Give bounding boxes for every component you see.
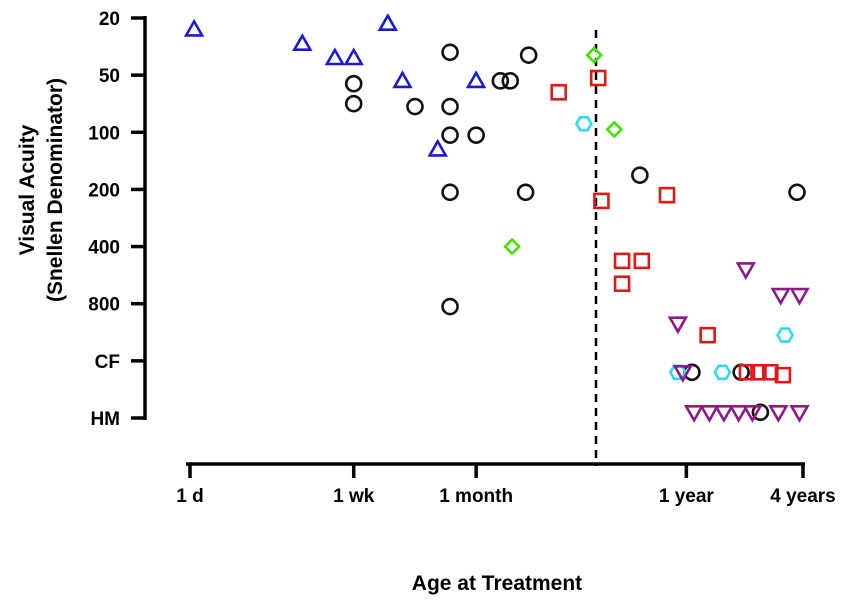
red-squares-point xyxy=(750,363,767,381)
blue-triangles-point xyxy=(343,47,364,66)
purple-triangles-point xyxy=(768,404,789,423)
cyan-hexagons-point xyxy=(574,115,593,132)
green-diamonds-point xyxy=(585,46,604,64)
y-tick-label: 100 xyxy=(88,123,120,144)
purple-triangles-point xyxy=(789,287,810,306)
black-circles-point xyxy=(631,166,649,184)
y-tick-label: 20 xyxy=(99,9,120,30)
purple-triangles-point xyxy=(699,404,720,423)
black-circles-point xyxy=(441,183,459,202)
red-squares-point xyxy=(738,363,756,381)
black-circles-point xyxy=(441,126,459,144)
red-squares-point xyxy=(774,366,792,384)
purple-triangles-point xyxy=(672,364,694,383)
blue-triangles-point xyxy=(427,138,448,157)
blue-triangles-point xyxy=(465,70,487,89)
purple-triangles-point xyxy=(667,316,689,335)
blue-triangles-point xyxy=(392,70,413,89)
cyan-hexagons-point xyxy=(776,327,795,343)
black-circles-point xyxy=(467,126,485,144)
black-circles-point xyxy=(519,46,538,64)
y-axis-title-line2: (Snellen Denominator) xyxy=(44,78,67,302)
green-diamonds-point xyxy=(503,237,521,256)
red-squares-point xyxy=(593,192,610,210)
x-tick-label: 1 year xyxy=(659,486,715,507)
y-tick-label: CF xyxy=(95,352,120,373)
blue-triangles-point xyxy=(292,33,313,52)
red-squares-point xyxy=(613,275,631,293)
red-squares-point xyxy=(550,83,567,101)
purple-triangles-point xyxy=(770,287,791,306)
purple-triangles-point xyxy=(713,404,735,423)
black-circles-point xyxy=(501,72,520,90)
red-squares-point xyxy=(762,363,779,381)
y-tick-label: 800 xyxy=(88,295,120,316)
x-tick-label: 1 wk xyxy=(333,486,375,507)
purple-triangles-point xyxy=(735,262,757,281)
x-tick-label: 1 month xyxy=(439,486,513,507)
red-squares-point xyxy=(699,326,716,344)
blue-triangles-point xyxy=(377,13,399,32)
y-tick-label: 50 xyxy=(99,66,120,87)
cyan-hexagons-point xyxy=(713,364,732,381)
blue-triangles-point xyxy=(183,18,205,37)
red-squares-point xyxy=(633,252,651,270)
red-squares-point xyxy=(589,69,607,87)
black-circles-point xyxy=(344,74,363,93)
y-axis-title-line1: Visual Acuity xyxy=(16,124,39,255)
black-circles-point xyxy=(491,72,510,90)
black-circles-point xyxy=(788,183,806,202)
red-squares-point xyxy=(658,186,676,204)
red-squares-point xyxy=(613,252,631,270)
purple-triangles-point xyxy=(789,404,810,423)
purple-triangles-point xyxy=(683,404,705,423)
y-tick-label: 400 xyxy=(88,238,120,259)
black-circles-point xyxy=(344,94,363,113)
black-circles-point xyxy=(441,43,459,62)
black-circles-point xyxy=(751,403,770,422)
black-circles-point xyxy=(441,97,459,116)
purple-triangles-point xyxy=(728,404,749,423)
green-diamonds-point xyxy=(605,120,624,139)
x-axis-title: Age at Treatment xyxy=(412,572,582,595)
y-axis-title: Visual Acuity (Snellen Denominator) xyxy=(16,78,67,302)
black-circles-point xyxy=(406,97,424,116)
x-tick-label: 1 d xyxy=(176,486,203,507)
y-tick-label: HM xyxy=(90,409,120,430)
purple-triangles-point xyxy=(742,404,763,423)
y-ticks: 20 50 100 200 400 800 CF HM xyxy=(88,9,145,430)
x-ticks: 1 d 1 wk 1 month 1 year 4 years xyxy=(176,464,836,507)
y-tick-label: 200 xyxy=(88,180,120,201)
data-points xyxy=(183,13,810,423)
blue-triangles-point xyxy=(324,47,346,66)
black-circles-point xyxy=(441,297,459,316)
x-tick-label: 4 years xyxy=(770,486,836,507)
black-circles-point xyxy=(516,183,535,202)
